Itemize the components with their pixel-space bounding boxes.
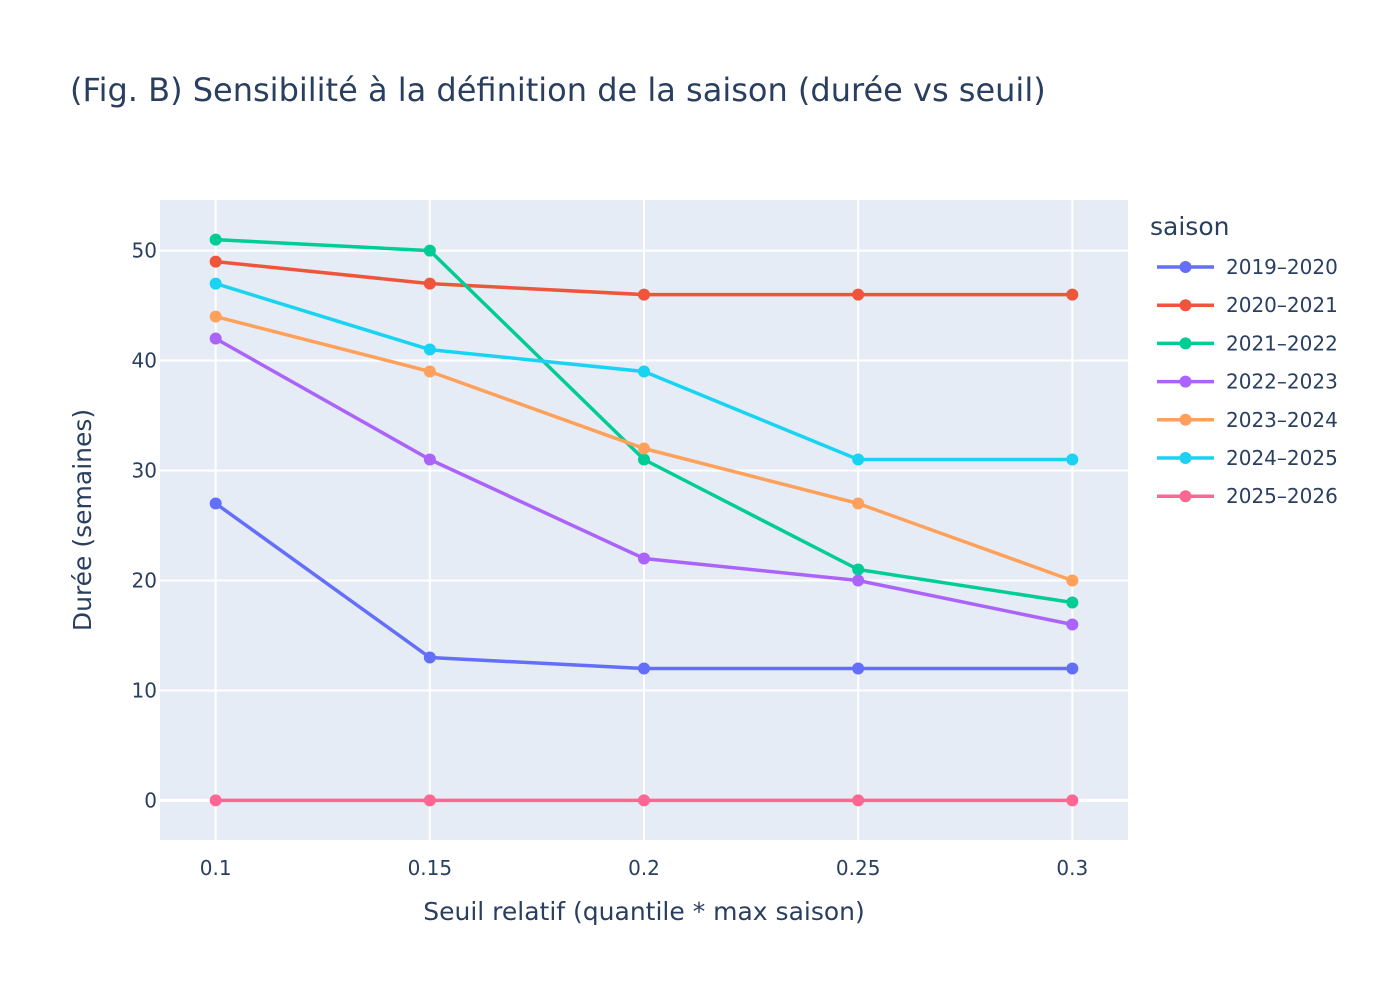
- data-point: [423, 244, 436, 257]
- chart-title: (Fig. B) Sensibilité à la définition de …: [70, 71, 1046, 109]
- data-point: [423, 651, 436, 664]
- x-tick-label: 0.3: [1056, 856, 1088, 880]
- legend-item[interactable]: 2024–2025: [1157, 446, 1338, 470]
- data-point: [209, 794, 222, 807]
- legend-swatch-marker: [1179, 452, 1192, 464]
- x-axis-title: Seuil relatif (quantile * max saison): [423, 897, 865, 926]
- y-tick-label: 20: [132, 568, 157, 592]
- data-point: [638, 288, 650, 301]
- data-point: [1066, 596, 1079, 609]
- data-point: [209, 233, 222, 246]
- data-point: [852, 497, 865, 510]
- data-point: [852, 662, 865, 675]
- data-point: [209, 310, 222, 323]
- legend-label: 2024–2025: [1226, 446, 1338, 470]
- data-point: [209, 277, 222, 290]
- y-tick-label: 0: [144, 788, 157, 812]
- legend-label: 2023–2024: [1226, 408, 1338, 432]
- data-point: [209, 255, 222, 268]
- legend-label: 2020–2021: [1226, 293, 1338, 317]
- data-point: [423, 277, 436, 290]
- data-point: [1066, 794, 1079, 807]
- y-tick-label: 50: [132, 239, 157, 263]
- data-point: [423, 365, 436, 378]
- series-6: [209, 277, 1079, 466]
- series-3: [209, 233, 1079, 609]
- legend-swatch-marker: [1179, 261, 1192, 273]
- y-tick-label: 10: [132, 678, 157, 702]
- legend-label: 2021–2022: [1226, 331, 1338, 355]
- y-tick-label: 40: [132, 349, 157, 373]
- series-5: [209, 310, 1079, 587]
- legend-label: 2022–2023: [1226, 370, 1338, 394]
- legend-item[interactable]: 2020–2021: [1157, 293, 1338, 317]
- data-point: [638, 552, 650, 565]
- x-tick-label: 0.2: [628, 856, 660, 880]
- legend-swatch-marker: [1179, 413, 1192, 426]
- data-point: [852, 794, 865, 807]
- data-point: [852, 563, 865, 576]
- data-point: [209, 332, 222, 345]
- series-7: [209, 794, 1079, 807]
- legend-title: saison: [1150, 212, 1229, 241]
- legend-label: 2025–2026: [1226, 484, 1338, 508]
- x-tick-label: 0.1: [200, 856, 232, 880]
- data-point: [638, 365, 650, 378]
- legend-item[interactable]: 2025–2026: [1157, 484, 1338, 508]
- data-point: [1066, 618, 1079, 631]
- x-tick-label: 0.25: [836, 856, 881, 880]
- legend-item[interactable]: 2022–2023: [1157, 370, 1338, 394]
- data-point: [423, 794, 436, 807]
- data-point: [852, 574, 865, 587]
- data-point: [1066, 662, 1079, 675]
- data-point: [1066, 453, 1079, 466]
- data-point: [1066, 288, 1079, 301]
- data-point: [423, 343, 436, 356]
- data-point: [638, 662, 650, 675]
- data-point: [638, 442, 650, 455]
- legend-label: 2019–2020: [1226, 255, 1338, 279]
- legend-swatch-marker: [1179, 299, 1192, 312]
- data-point: [852, 288, 865, 301]
- legend-item[interactable]: 2019–2020: [1157, 255, 1338, 279]
- legend-swatch-marker: [1179, 337, 1192, 350]
- data-point: [1066, 574, 1079, 587]
- legend: saison 2019–2020 2020–2021 2021–2022 2022–2…: [1150, 212, 1338, 508]
- y-axis-title: Durée (semaines): [68, 409, 97, 631]
- data-point: [852, 453, 865, 466]
- legend-item[interactable]: 2023–2024: [1157, 408, 1338, 432]
- tick-labels: 0.1 0.15 0.2 0.25 0.3 0 10 20 30 40 50: [132, 239, 1089, 880]
- legend-swatch-marker: [1179, 375, 1192, 388]
- series-1: [209, 497, 1079, 675]
- data-point: [423, 453, 436, 466]
- y-tick-label: 30: [132, 459, 157, 483]
- series-layer: [209, 233, 1079, 807]
- data-point: [638, 794, 650, 807]
- x-tick-label: 0.15: [408, 856, 453, 880]
- series-2: [209, 255, 1079, 301]
- legend-swatch-marker: [1179, 490, 1192, 503]
- series-4: [209, 332, 1079, 631]
- data-point: [209, 497, 222, 510]
- data-point: [638, 453, 650, 466]
- legend-item[interactable]: 2021–2022: [1157, 331, 1338, 355]
